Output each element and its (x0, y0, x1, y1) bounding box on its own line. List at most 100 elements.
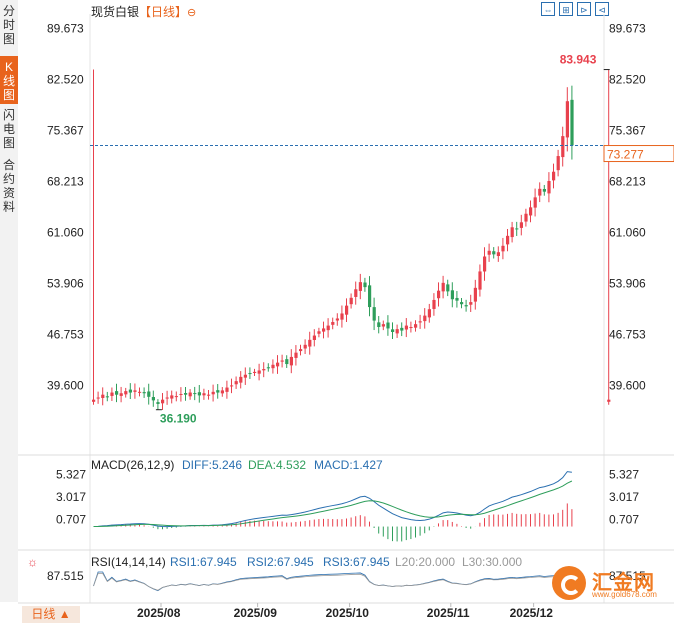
candle-body (377, 322, 381, 328)
date-label: 2025/08 (137, 606, 181, 620)
candle-body (529, 207, 533, 216)
macd-params: MACD(26,12,9) (91, 458, 174, 472)
candle-body (147, 391, 151, 397)
candle-body (386, 322, 390, 329)
candle-body (317, 331, 321, 334)
candle-body (524, 213, 528, 222)
candle-body (285, 359, 289, 365)
candle-body (193, 393, 197, 395)
price-tick-left: 39.600 (47, 378, 84, 392)
candle-body (331, 322, 335, 325)
scroll-right-icon[interactable]: ⊳ (577, 2, 591, 16)
candle-body (446, 284, 450, 292)
candle-body (170, 395, 174, 399)
candle-body (565, 101, 569, 138)
candle-body (110, 392, 114, 396)
candle-body (220, 390, 224, 394)
candle-body (542, 188, 546, 192)
macd-axis: 5.327 5.327 3.017 3.017 0.707 0.707 (56, 468, 639, 527)
price-tick-left: 75.367 (47, 124, 84, 138)
instrument-name: 现货白银 (91, 5, 140, 19)
high-price-label: 83.943 (560, 53, 597, 67)
price-tick-right: 89.673 (609, 22, 646, 36)
macd-histogram-value: MACD:1.427 (314, 458, 383, 472)
fullscreen-icon[interactable]: ⇔ (541, 2, 555, 16)
price-tick-left: 53.906 (47, 277, 84, 291)
candle-body (345, 305, 349, 315)
candle-body (289, 356, 293, 366)
price-tick-right: 75.367 (609, 124, 646, 138)
date-label: 2025/11 (427, 606, 470, 620)
candle-body (225, 387, 229, 392)
candle-body (211, 391, 215, 395)
candle-body (234, 381, 238, 385)
candle-body (184, 393, 188, 395)
rsi2-value: RSI2:67.945 (247, 555, 314, 569)
candle-body (96, 397, 100, 399)
candle-body (312, 335, 316, 340)
candle-body (340, 313, 344, 320)
grid-icon[interactable]: ⊞ (559, 2, 573, 16)
candle-body (469, 302, 473, 305)
candle-body (174, 396, 178, 398)
watermark-text: 汇金网 (592, 572, 655, 594)
candle-body (128, 389, 132, 393)
rsi3-value: RSI3:67.945 (323, 555, 390, 569)
candle-body (262, 369, 266, 371)
candle-body (202, 393, 206, 396)
price-tick-left: 82.520 (47, 73, 84, 87)
candle-body (423, 315, 427, 322)
price-tick-left: 89.673 (47, 22, 84, 36)
tab-time-chart[interactable]: 分时图 (0, 0, 18, 56)
candle-body (414, 324, 418, 328)
collapse-circle-icon[interactable]: ⊖ (187, 7, 197, 19)
period-selector[interactable]: 日线 ▲ (22, 606, 80, 623)
candle-body (368, 285, 372, 308)
candle-series (92, 69, 611, 410)
period-label[interactable]: 【日线】 (139, 5, 188, 19)
candle-body (115, 391, 119, 395)
candle-body (271, 364, 275, 369)
price-axis: 89.673 89.673 82.520 82.520 75.367 75.367 68.2… (47, 22, 646, 393)
candle-body (538, 188, 542, 196)
date-axis: 2025/08 2025/09 2025/10 2025/11 2025/12 (137, 603, 553, 620)
toolbar: ⇔ ⊞ ⊳ ⊲ (541, 2, 609, 16)
tab-contract-info-label: 合约资料 (2, 158, 15, 214)
candle-body (280, 360, 284, 362)
watermark-url: www.gold678.com (592, 590, 657, 599)
candle-body (276, 362, 280, 367)
candle-body (455, 297, 459, 301)
macd-histogram (97, 503, 573, 542)
candle-body (391, 329, 395, 332)
rsi-header: ☼ RSI(14,14,14) RSI1:67.945 RSI2:67.945 … (27, 555, 646, 583)
price-tick-left: 68.213 (47, 175, 84, 189)
tab-contract-info[interactable]: 合约资料 (0, 154, 18, 214)
sidebar-background (0, 212, 18, 602)
price-tick-right: 39.600 (609, 378, 646, 392)
rsi-params: RSI(14,14,14) (91, 555, 166, 569)
tab-kline-chart[interactable]: K线图 (0, 56, 18, 104)
tab-flash-chart[interactable]: 闪电图 (0, 104, 18, 154)
candle-body (156, 402, 160, 404)
crosshair-icon[interactable]: ☼ (27, 555, 38, 569)
candle-body (358, 282, 362, 291)
candle-body (441, 282, 445, 292)
tab-time-chart-label: 分时图 (2, 4, 15, 46)
date-label: 2025/10 (326, 606, 370, 620)
candle-body (248, 373, 252, 375)
macd-dea-value: DEA:4.532 (248, 458, 306, 472)
candle-body (607, 399, 611, 402)
candle-body (308, 339, 312, 347)
price-tick-right: 53.906 (609, 277, 646, 291)
candle-body (322, 328, 326, 332)
rsi-l20-value: L20:20.000 (395, 555, 455, 569)
date-label: 2025/09 (234, 606, 278, 620)
macd-tick-left: 5.327 (56, 468, 86, 482)
candle-body (207, 394, 211, 396)
candle-body (400, 327, 404, 331)
candle-body (418, 321, 422, 323)
rsi-left-tick: 87.515 (47, 569, 84, 583)
scroll-left-icon[interactable]: ⊲ (595, 2, 609, 16)
candle-body (151, 397, 155, 401)
